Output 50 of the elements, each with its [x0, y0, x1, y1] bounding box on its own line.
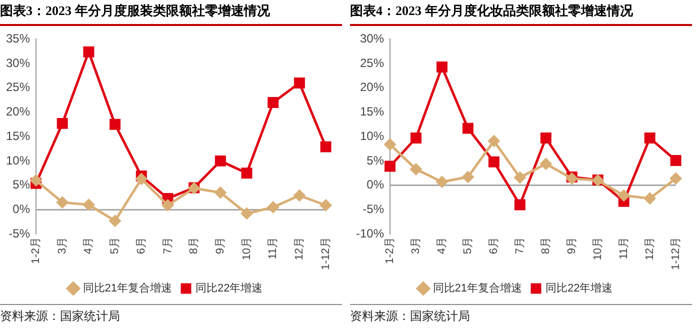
y-tick-label: -5% [8, 226, 30, 240]
x-tick-label: 8月 [188, 236, 200, 254]
y-tick-label: 0% [366, 178, 384, 192]
y-tick-label: 30% [360, 32, 384, 46]
y-tick-label: -5% [362, 202, 384, 216]
y-tick-label: 10% [6, 153, 30, 168]
x-tick-label: 10月 [592, 236, 604, 260]
y-tick-label: 25% [6, 80, 30, 94]
x-tick-label: 3月 [56, 236, 68, 254]
x-tick-label: 1-12月 [320, 236, 332, 270]
y-tick-label: 25% [360, 56, 384, 70]
text: 资料来源：国家统计局 [350, 308, 471, 325]
x-tick-label: 10月 [240, 236, 253, 260]
x-tick-label: 5月 [462, 236, 474, 254]
y-tick-label: 15% [360, 104, 384, 119]
x-tick-label: 11月 [267, 236, 280, 260]
x-tick-label: 7月 [162, 236, 174, 254]
chart-title: 图表4：2023 年分月度化妆品类限额社零增速情况 [350, 0, 692, 26]
x-tick-label: 9月 [214, 236, 226, 254]
y-tick-label: 20% [360, 80, 384, 94]
legend-label: 同比22年增速 [546, 282, 613, 295]
legend-label: 同比21年复合增速 [82, 282, 172, 295]
x-tick-label: 7月 [514, 236, 526, 254]
x-tick-label: 11月 [618, 236, 630, 260]
legend-label: 同比21年复合增速 [432, 282, 522, 295]
x-tick-label: 4月 [82, 236, 95, 254]
y-tick-label: 15% [6, 128, 30, 143]
x-tick-label: 1-12月 [670, 236, 682, 270]
text: 资料来源：国家统计局 [0, 308, 121, 325]
x-tick-label: 8月 [540, 236, 552, 254]
y-tick-label: 0% [12, 202, 30, 216]
y-tick-label: 30% [6, 56, 30, 70]
y-tick-label: 20% [6, 104, 30, 119]
x-tick-label: 6月 [135, 236, 148, 254]
x-tick-label: 1-2月 [30, 236, 42, 264]
x-tick-label: 12月 [293, 236, 306, 260]
x-tick-label: 4月 [436, 236, 448, 254]
x-tick-label: 9月 [566, 236, 578, 254]
x-tick-label: 1-2月 [384, 236, 396, 264]
legend-label: 同比22年增速 [196, 282, 263, 295]
x-tick-label: 5月 [109, 236, 122, 254]
y-tick-label: 10% [360, 128, 384, 143]
y-tick-label: 35% [6, 32, 30, 46]
y-tick-label: 5% [366, 153, 384, 168]
y-tick-label: 5% [12, 178, 30, 192]
chart-title: 图表3：2023 年分月度服装类限额社零增速情况 [0, 0, 342, 26]
x-tick-label: 12月 [644, 236, 656, 260]
x-tick-label: 6月 [488, 236, 500, 254]
x-tick-label: 3月 [410, 236, 422, 254]
y-tick-label: -10% [356, 226, 384, 240]
